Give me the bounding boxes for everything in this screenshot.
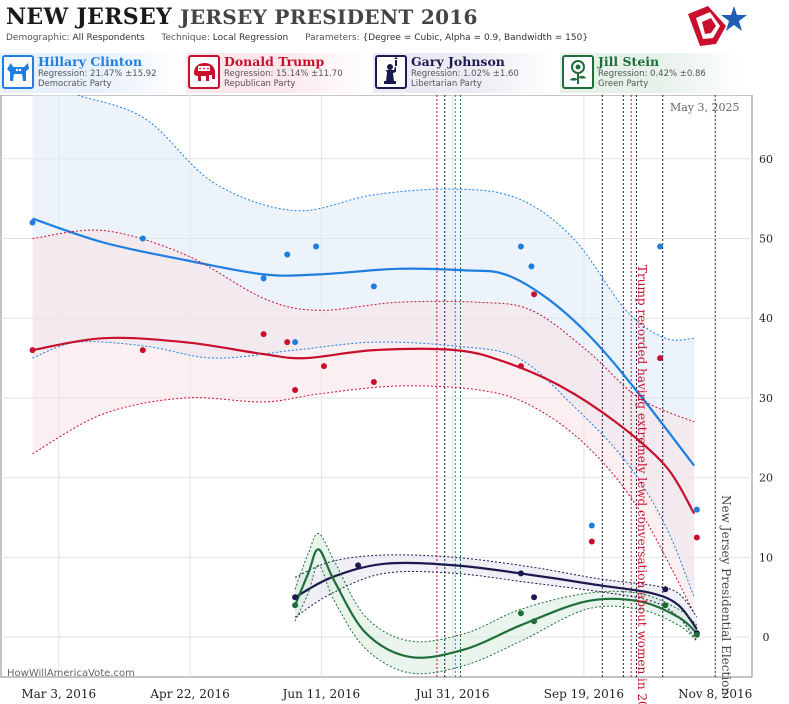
data-point [139, 235, 146, 242]
data-point [517, 243, 524, 250]
event-annotation: Trump recorded having extremely lewd con… [635, 265, 649, 704]
race-name: JERSEY PRESIDENT 2016 [180, 5, 478, 29]
technique-value: Local Regression [212, 33, 289, 43]
y-tick-label: 10 [759, 551, 773, 564]
liberty-statue-icon [375, 55, 407, 89]
candidate-regression: Regression: 0.42% ±0.86 [598, 69, 706, 79]
parameters-line: Demographic: All Respondents Technique: … [6, 33, 588, 43]
confidence-band-3 [295, 533, 697, 674]
data-point [370, 283, 377, 290]
data-point [313, 243, 320, 250]
data-point [693, 631, 700, 638]
trend-line [294, 561, 698, 630]
lower-bound-line [32, 385, 695, 614]
data-point [531, 618, 538, 625]
data-point [662, 602, 669, 609]
x-tick-label: Sep 19, 2016 [544, 687, 624, 701]
x-tick-label: Mar 3, 2016 [21, 687, 96, 701]
data-point [292, 339, 299, 346]
data-point [528, 263, 535, 270]
data-point [517, 570, 524, 577]
data-point [517, 610, 524, 617]
legend-item-stein: Jill Stein Regression: 0.42% ±0.86 Green… [560, 53, 742, 93]
donkey-icon [2, 55, 34, 89]
demographic-value: All Respondents [72, 33, 145, 43]
data-point [292, 594, 299, 601]
data-point [284, 251, 291, 258]
data-point [260, 331, 267, 338]
y-tick-label: 20 [759, 472, 773, 485]
data-point [657, 243, 664, 250]
x-tick-label: Jul 31, 2016 [414, 687, 490, 701]
y-tick-label: 30 [759, 392, 773, 405]
data-point [139, 347, 146, 354]
data-point [284, 339, 291, 346]
candidate-party: Green Party [598, 79, 649, 89]
x-tick-label: Nov 8, 2016 [678, 687, 752, 701]
upper-bound-line [294, 532, 698, 643]
chart-title: NEW JERSEY JERSEY PRESIDENT 2016 [6, 4, 478, 30]
candidate-party: Republican Party [224, 79, 296, 89]
data-point [370, 379, 377, 386]
data-point [320, 363, 327, 370]
data-point [260, 275, 267, 282]
candidate-regression: Regression: 15.14% ±11.70 [224, 69, 343, 79]
candidate-party: Democratic Party [38, 79, 112, 89]
state-name: NEW JERSEY [6, 4, 173, 30]
trend-line [294, 548, 698, 659]
elephant-icon [188, 55, 220, 89]
legend-item-clinton: Hillary Clinton Regression: 21.47% ±15.9… [0, 53, 182, 93]
upper-bound-line [75, 95, 695, 341]
data-point [292, 602, 299, 609]
legend-item-johnson: Gary Johnson Regression: 1.02% ±1.60 Lib… [373, 53, 555, 93]
upper-bound-line [32, 229, 695, 423]
lower-bound-line [294, 564, 698, 675]
candidate-name: Hillary Clinton [38, 54, 143, 69]
data-point [517, 363, 524, 370]
site-footer: HowWillAmericaVote.com [7, 668, 135, 679]
technique-label: Technique: [161, 33, 210, 43]
confidence-band-0 [32, 95, 695, 598]
data-point [693, 506, 700, 513]
candidate-name: Gary Johnson [411, 54, 505, 69]
y-tick-label: 0 [763, 631, 770, 644]
data-point [657, 355, 664, 362]
site-logo-icon [688, 6, 747, 46]
data-point [588, 522, 595, 529]
upper-bound-line [294, 554, 698, 618]
lower-bound-line [32, 341, 695, 598]
candidate-party: Libertarian Party [411, 79, 482, 89]
parameters-value: {Degree = Cubic, Alpha = 0.9, Bandwidth … [362, 33, 589, 43]
poll-chart: 0 10 20 30 40 50 60 Mar 3, 2016 Apr 22, 2016 Jun … [0, 95, 773, 704]
sunflower-icon [562, 55, 594, 89]
demographic-label: Demographic: [6, 33, 70, 43]
data-point [531, 291, 538, 298]
candidate-regression: Regression: 21.47% ±15.92 [38, 69, 157, 79]
trend-line [32, 217, 696, 467]
event-annotation: New Jersey Presidential Election [719, 495, 733, 695]
candidate-name: Donald Trump [224, 54, 325, 69]
data-point [588, 538, 595, 545]
x-tick-label: Jun 11, 2016 [281, 687, 361, 701]
data-point [693, 534, 700, 541]
confidence-band-1 [32, 230, 695, 614]
data-point [292, 386, 299, 393]
data-point [355, 562, 362, 569]
legend-item-trump: Donald Trump Regression: 15.14% ±11.70 R… [186, 53, 368, 93]
candidate-legend: Hillary Clinton Regression: 21.47% ±15.9… [0, 53, 789, 95]
date-stamp: May 3, 2025 [670, 101, 740, 114]
candidate-name: Jill Stein [598, 54, 660, 69]
data-point [531, 594, 538, 601]
trend-line [32, 336, 696, 515]
data-point [29, 219, 36, 226]
y-tick-label: 60 [759, 153, 773, 166]
y-tick-label: 40 [759, 312, 773, 325]
y-tick-label: 50 [759, 233, 773, 246]
candidate-regression: Regression: 1.02% ±1.60 [411, 69, 519, 79]
data-point [662, 586, 669, 593]
data-point [29, 347, 36, 354]
x-tick-label: Apr 22, 2016 [149, 687, 229, 701]
parameters-label: Parameters: [305, 33, 360, 43]
